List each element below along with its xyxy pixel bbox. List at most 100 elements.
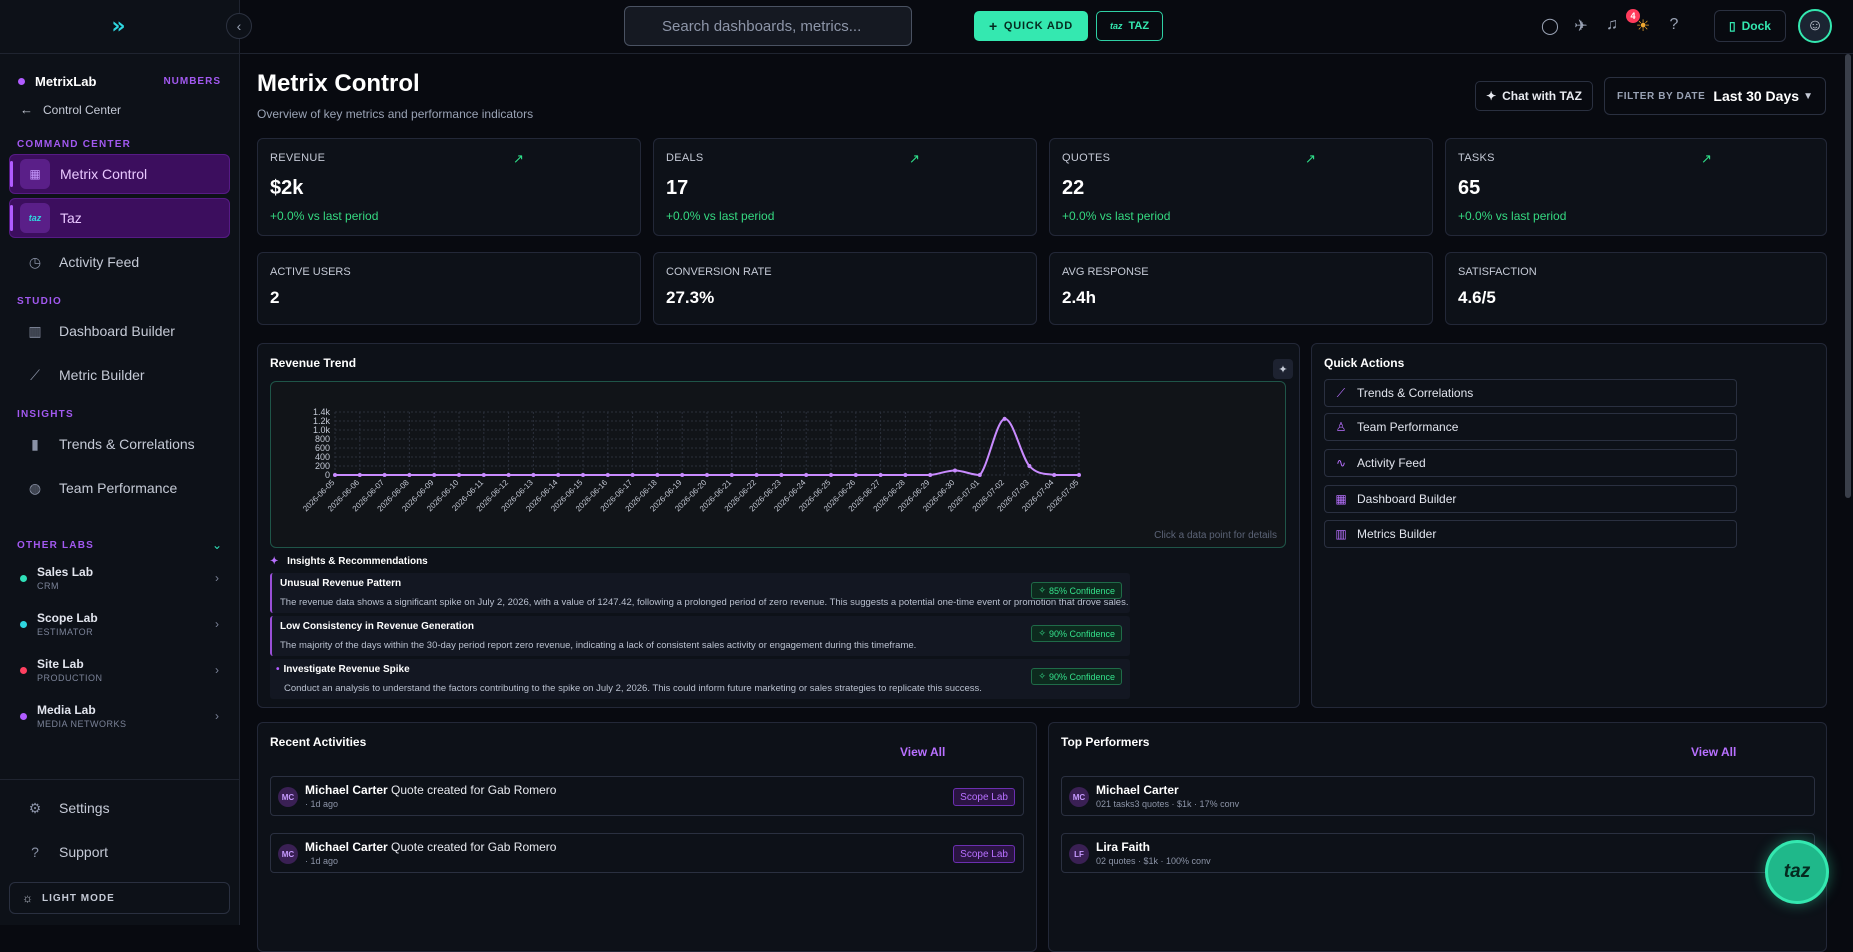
arrow-left-icon: ← bbox=[20, 102, 33, 117]
kpi-change: +0.0% vs last period bbox=[1062, 209, 1171, 223]
revenue-data-point bbox=[928, 473, 933, 477]
light-mode-button[interactable]: ☼ LIGHT MODE bbox=[9, 882, 230, 914]
rocket-icon[interactable]: ✈ bbox=[1574, 18, 1588, 35]
revenue-data-point bbox=[1027, 464, 1032, 468]
sidebar-item-support[interactable]: ? Support bbox=[9, 832, 230, 872]
activity-tag[interactable]: Scope Lab bbox=[953, 788, 1015, 806]
y-tick-label: 200 bbox=[315, 461, 330, 471]
quick-add-button[interactable]: + QUICK ADD bbox=[974, 11, 1088, 41]
kpi-card-conversion-rate[interactable]: CONVERSION RATE 27.3% bbox=[653, 252, 1037, 325]
revenue-data-point bbox=[630, 473, 635, 477]
trend-icon: ⟋ bbox=[1336, 385, 1346, 400]
recommendation-heading-label: Investigate Revenue Spike bbox=[283, 664, 410, 675]
plus-icon: + bbox=[988, 18, 998, 34]
sidebar-item-activity-feed[interactable]: ◷ Activity Feed bbox=[9, 242, 230, 282]
other-lab-scope[interactable]: Scope Lab ESTIMATOR › bbox=[0, 601, 239, 647]
y-tick-label: 1.2k bbox=[313, 416, 331, 426]
revenue-chart-svg[interactable]: 02004006008001.0k1.2k1.4k2026-06-052026-… bbox=[271, 382, 1285, 547]
quick-action-dashboard[interactable]: ▦ Dashboard Builder bbox=[1324, 485, 1737, 513]
page-scrollbar[interactable] bbox=[1845, 54, 1851, 498]
view-all-activities-link[interactable]: View All bbox=[900, 745, 946, 759]
logo-icon[interactable]: » bbox=[111, 14, 125, 39]
globe-icon: ◍ bbox=[28, 479, 42, 496]
taz-fab-button[interactable]: taz bbox=[1765, 840, 1829, 904]
collapse-sidebar-button[interactable]: ‹ bbox=[226, 13, 252, 39]
revenue-data-point bbox=[1077, 473, 1081, 477]
performer-row[interactable]: LF Lira Faith 02 quotes · $1k · 100% con… bbox=[1061, 833, 1815, 873]
kpi-card-avg-response[interactable]: AVG RESPONSE 2.4h bbox=[1049, 252, 1433, 325]
sidebar-item-team-performance[interactable]: ◍ Team Performance bbox=[9, 468, 230, 508]
bell-icon[interactable]: ♫ bbox=[1606, 16, 1618, 33]
other-lab-media[interactable]: Media Lab MEDIA NETWORKS › bbox=[0, 693, 239, 739]
other-labs-header[interactable]: OTHER LABS ⌄ bbox=[0, 538, 239, 552]
chat-with-taz-button[interactable]: ✦ Chat with TAZ bbox=[1475, 81, 1593, 111]
quick-action-label: Trends & Correlations bbox=[1357, 386, 1474, 400]
sidebar-item-metric-builder[interactable]: ⟋ Metric Builder bbox=[9, 355, 230, 395]
activity-row[interactable]: MC Michael Carter Quote created for Gab … bbox=[270, 776, 1024, 816]
revenue-data-point bbox=[531, 473, 536, 477]
sidebar-item-label: Team Performance bbox=[59, 480, 178, 496]
kpi-change: +0.0% vs last period bbox=[1458, 209, 1567, 223]
sidebar-item-trends[interactable]: ▮ Trends & Correlations bbox=[9, 424, 230, 464]
other-lab-site[interactable]: Site Lab PRODUCTION › bbox=[0, 647, 239, 693]
revenue-data-point bbox=[556, 473, 561, 477]
confidence-label: 90% Confidence bbox=[1048, 628, 1115, 639]
quick-action-trends[interactable]: ⟋ Trends & Correlations bbox=[1324, 379, 1737, 407]
date-filter-select[interactable]: FILTER BY DATE Last 30 Days ▼ bbox=[1604, 77, 1826, 115]
avatar[interactable]: ☺ bbox=[1798, 9, 1832, 43]
kpi-card-revenue[interactable]: REVENUE ↗ $2k +0.0% vs last period bbox=[257, 138, 641, 236]
search-input[interactable]: Search dashboards, metrics... bbox=[624, 6, 912, 46]
other-lab-sales[interactable]: Sales Lab CRM › bbox=[0, 555, 239, 601]
insight-item: Unusual Revenue Pattern The revenue data… bbox=[270, 573, 1130, 613]
dock-button[interactable]: ▯ Dock bbox=[1714, 10, 1786, 42]
sidebar-item-taz[interactable]: taz Taz bbox=[9, 198, 230, 238]
lab-sub: CRM bbox=[37, 581, 59, 591]
performer-row[interactable]: MC Michael Carter 021 tasks3 quotes · $1… bbox=[1061, 776, 1815, 816]
back-to-control-center[interactable]: ← Control Center bbox=[0, 102, 239, 117]
kpi-card-deals[interactable]: DEALS ↗ 17 +0.0% vs last period bbox=[653, 138, 1037, 236]
kpi-card-tasks[interactable]: TASKS ↗ 65 +0.0% vs last period bbox=[1445, 138, 1827, 236]
activity-tag[interactable]: Scope Lab bbox=[953, 845, 1015, 863]
kpi-value: 22 bbox=[1062, 177, 1085, 199]
revenue-data-point bbox=[977, 473, 982, 477]
quick-action-metrics[interactable]: ▥ Metrics Builder bbox=[1324, 520, 1737, 548]
view-all-performers-link[interactable]: View All bbox=[1691, 745, 1737, 759]
confidence-badge: ✧ 90% Confidence bbox=[1031, 625, 1122, 642]
sidebar-item-settings[interactable]: ⚙ Settings bbox=[9, 788, 230, 828]
revenue-data-point bbox=[903, 473, 908, 477]
help-icon[interactable]: ? bbox=[1669, 16, 1679, 33]
sidebar-item-label: Metric Builder bbox=[59, 367, 145, 383]
lab-name: MetrixLab bbox=[35, 73, 97, 89]
quick-action-activity[interactable]: ∿ Activity Feed bbox=[1324, 449, 1737, 477]
lab-sub: ESTIMATOR bbox=[37, 627, 94, 637]
lab-dot-icon bbox=[20, 574, 27, 582]
taz-button[interactable]: taz TAZ bbox=[1096, 11, 1163, 41]
revenue-chart[interactable]: 0 200 400 600 800 1.0k 1.2k 1.4k 2026-06-05 2026-… bbox=[270, 381, 1286, 548]
avatar: MC bbox=[278, 844, 298, 864]
sidebar-item-dashboard-builder[interactable]: ▥ Dashboard Builder bbox=[9, 311, 230, 351]
other-labs-list: Sales Lab CRM › Scope Lab ESTIMATOR › Site… bbox=[0, 555, 239, 739]
lab-sub: PRODUCTION bbox=[37, 673, 103, 683]
revenue-data-point bbox=[680, 473, 685, 477]
revenue-data-point bbox=[357, 473, 362, 477]
sidebar-item-label: Taz bbox=[60, 210, 82, 226]
sidebar-item-metrix-control[interactable]: ▦ Metrix Control bbox=[9, 154, 230, 194]
sidebar-item-label: Activity Feed bbox=[59, 254, 140, 270]
kpi-card-active-users[interactable]: ACTIVE USERS 2 bbox=[257, 252, 641, 325]
activity-row[interactable]: MC Michael Carter Quote created for Gab … bbox=[270, 833, 1024, 873]
kpi-label: AVG RESPONSE bbox=[1062, 266, 1149, 278]
kpi-label: SATISFACTION bbox=[1458, 266, 1537, 278]
kpi-change: +0.0% vs last period bbox=[666, 209, 775, 223]
quick-action-team[interactable]: ♙ Team Performance bbox=[1324, 413, 1737, 441]
caret-down-icon: ▼ bbox=[1803, 90, 1813, 102]
ai-analyze-button[interactable]: ✦ bbox=[1273, 359, 1293, 379]
lab-name: Sales Lab bbox=[37, 565, 94, 579]
y-tick-label: 1.0k bbox=[313, 425, 331, 435]
chat-icon[interactable]: ◯ bbox=[1541, 18, 1559, 35]
kpi-card-satisfaction[interactable]: SATISFACTION 4.6/5 bbox=[1445, 252, 1827, 325]
sun-icon[interactable]: ☀ bbox=[1635, 18, 1651, 35]
filter-value: Last 30 Days bbox=[1713, 88, 1800, 104]
kpi-change: +0.0% vs last period bbox=[270, 209, 379, 223]
kpi-card-quotes[interactable]: QUOTES ↗ 22 +0.0% vs last period bbox=[1049, 138, 1433, 236]
revenue-data-point bbox=[1052, 473, 1057, 477]
